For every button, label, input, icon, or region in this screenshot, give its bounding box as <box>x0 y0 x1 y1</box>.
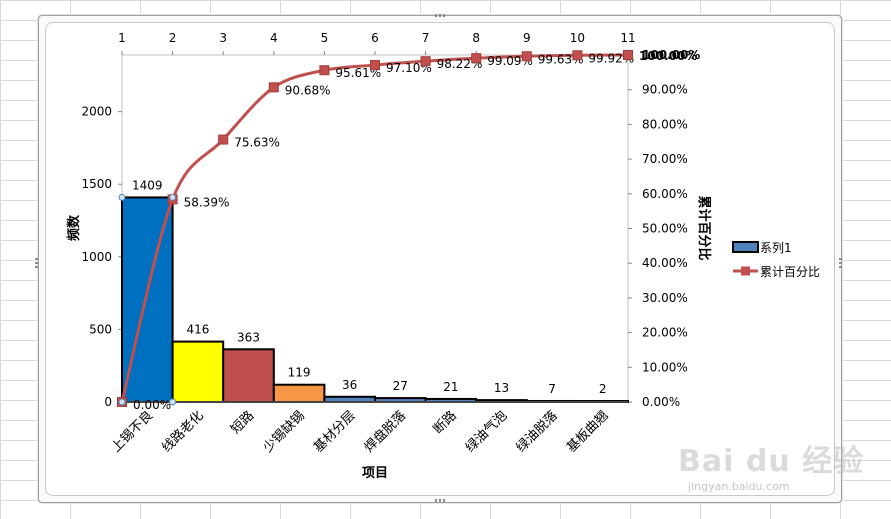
watermark-main: Bai du 经验 <box>678 444 865 479</box>
cumulative-data-label: 75.63% <box>234 136 280 150</box>
top-axis-tick-label: 6 <box>371 31 379 45</box>
cumulative-data-label: 100.00% <box>639 49 697 63</box>
bar-data-label: 13 <box>494 381 509 395</box>
selection-handle <box>118 193 126 201</box>
right-axis-tick-label: 40.00% <box>642 256 688 270</box>
top-axis-tick-label: 2 <box>169 31 177 45</box>
category-label: 断路 <box>430 408 460 438</box>
cumulative-data-label: 90.68% <box>285 83 331 97</box>
bar <box>222 348 275 404</box>
top-axis-tick-label: 11 <box>620 31 635 45</box>
cumulative-marker <box>420 56 431 67</box>
cumulative-data-label: 58.39% <box>184 195 230 209</box>
cumulative-marker <box>268 82 279 93</box>
cumulative-marker <box>319 65 330 76</box>
bar-data-label: 363 <box>237 330 260 344</box>
category-label: 绿油脱落 <box>514 408 561 455</box>
bar-data-label: 36 <box>342 378 357 392</box>
left-axis-tick-label: 0 <box>104 395 112 409</box>
right-axis-tick-label: 0.00% <box>642 395 680 409</box>
right-axis-tick-label: 80.00% <box>642 117 688 131</box>
right-axis-title: 累计百分比 <box>696 195 712 260</box>
right-axis-tick-label: 30.00% <box>642 291 688 305</box>
legend-bar-label: 系列1 <box>760 241 792 255</box>
bar-data-label: 21 <box>443 380 458 394</box>
watermark-sub: jingyan.baidu.com <box>688 480 790 493</box>
bar-data-label: 1409 <box>132 178 163 192</box>
cumulative-data-label: 95.61% <box>335 66 381 80</box>
bar-data-label: 119 <box>288 366 311 380</box>
cumulative-marker <box>370 60 380 71</box>
cumulative-marker <box>521 51 532 62</box>
top-axis-tick-label: 5 <box>321 31 329 45</box>
bar-data-label: 416 <box>186 323 209 337</box>
right-axis-tick-label: 20.00% <box>642 326 688 340</box>
cumulative-data-label: 98.22% <box>437 57 483 71</box>
cumulative-marker <box>218 134 229 145</box>
category-label: 焊盘脱落 <box>361 408 409 456</box>
cumulative-marker <box>471 53 482 64</box>
right-axis-tick-label: 60.00% <box>642 187 688 201</box>
selection-handle <box>169 398 177 406</box>
top-axis-tick-label: 7 <box>422 31 430 45</box>
category-label: 基材分层 <box>311 408 358 455</box>
right-axis-tick-label: 70.00% <box>642 152 688 166</box>
cumulative-data-label: 99.92% <box>588 51 634 65</box>
cumulative-data-label: 97.10% <box>386 61 432 75</box>
chart-area[interactable] <box>45 22 835 496</box>
cumulative-data-label: 99.63% <box>538 52 584 66</box>
category-label: 基板曲翘 <box>564 408 611 455</box>
top-axis-tick-label: 10 <box>570 31 585 45</box>
resize-handle-left[interactable] <box>35 258 38 268</box>
top-axis-tick-label: 8 <box>472 31 480 45</box>
category-label: 绿油气泡 <box>462 408 510 456</box>
cumulative-marker <box>572 50 583 61</box>
left-axis-title: 频数 <box>66 214 82 241</box>
bar-data-label: 7 <box>548 382 556 396</box>
right-axis-tick-label: 50.00% <box>642 222 688 236</box>
legend-line-label: 累计百分比 <box>760 265 820 279</box>
cumulative-data-label: 99.09% <box>487 54 533 68</box>
category-label: 上锡不良 <box>108 408 156 456</box>
category-label: 短路 <box>228 408 258 438</box>
category-label: 少锡缺锡 <box>261 408 308 455</box>
resize-handle-top[interactable] <box>435 14 445 17</box>
selection-handle <box>118 398 126 406</box>
bar <box>323 395 376 404</box>
left-axis-tick-label: 2000 <box>81 105 112 119</box>
legend-bar-swatch <box>732 241 759 253</box>
top-axis-tick-label: 4 <box>270 31 278 45</box>
top-axis-tick-label: 9 <box>523 31 531 45</box>
cumulative-data-label: 0.00% <box>133 398 171 412</box>
top-axis-tick-label: 3 <box>219 31 227 45</box>
resize-handle-right[interactable] <box>839 258 842 268</box>
left-axis-tick-label: 1500 <box>81 177 112 191</box>
right-axis-tick-label: 100.00% <box>642 48 700 62</box>
legend-line-marker <box>741 266 750 276</box>
bar <box>374 397 427 404</box>
top-axis-tick-label: 1 <box>118 31 126 45</box>
bar-data-label: 27 <box>393 379 408 393</box>
bar-data-label: 2 <box>599 382 607 396</box>
bar <box>272 383 326 404</box>
resize-handle-bottom[interactable] <box>435 499 445 502</box>
cumulative-marker <box>623 50 633 60</box>
x-axis-title: 项目 <box>362 466 388 481</box>
bar <box>171 340 225 404</box>
category-label: 线路老化 <box>159 408 207 456</box>
right-axis-tick-label: 10.00% <box>642 360 688 374</box>
left-axis-tick-label: 1000 <box>81 250 112 264</box>
right-axis-tick-label: 90.00% <box>642 83 688 97</box>
selection-handle <box>169 193 177 201</box>
baidu-watermark: Bai du 经验 jingyan.baidu.com <box>678 436 883 506</box>
left-axis-tick-label: 500 <box>89 322 112 336</box>
